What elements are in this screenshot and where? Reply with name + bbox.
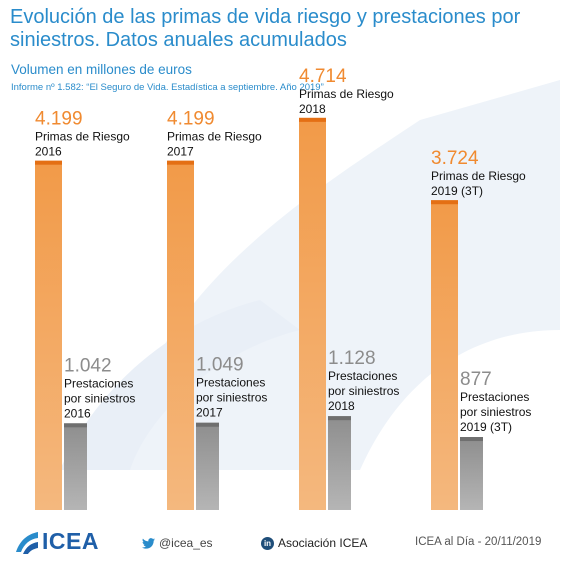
prestaciones-bar-cap (196, 422, 219, 427)
prestaciones-value-label: 1.128 (328, 348, 376, 369)
linkedin-link[interactable]: in Asociación ICEA (261, 536, 367, 550)
chart-subtitle: Volumen en millones de euros (11, 62, 192, 77)
primas-category-label: 2019 (3T) (431, 184, 483, 198)
footer: ICEA @icea_es in Asociación ICEA ICEA al… (0, 518, 567, 567)
primas-bar-cap (167, 160, 194, 165)
primas-category-label: 2016 (35, 145, 62, 159)
primas-bar (299, 117, 326, 511)
prestaciones-category-label: 2016 (64, 406, 91, 420)
publication-date: ICEA al Día - 20/11/2019 (415, 536, 542, 548)
linkedin-icon: in (261, 536, 274, 550)
prestaciones-category-label: 2018 (328, 399, 355, 413)
primas-value-label: 4.199 (167, 109, 215, 130)
primas-bar-cap (35, 160, 62, 165)
prestaciones-category-label: por siniestros (328, 384, 399, 398)
prestaciones-category-label: 2017 (196, 406, 223, 420)
prestaciones-bar-cap (64, 423, 87, 428)
prestaciones-category-label: Prestaciones (460, 390, 529, 404)
primas-bar-cap (431, 200, 458, 205)
prestaciones-bar (196, 422, 219, 510)
primas-category-label: Primas de Riesgo (299, 87, 394, 101)
prestaciones-category-label: 2019 (3T) (460, 420, 512, 434)
twitter-link[interactable]: @icea_es (142, 536, 213, 550)
twitter-handle: @icea_es (159, 536, 213, 550)
icea-logo: ICEA (14, 528, 114, 558)
primas-value-label: 4.199 (35, 109, 83, 130)
primas-bar (431, 200, 458, 510)
prestaciones-category-label: Prestaciones (196, 376, 265, 390)
prestaciones-bar-cap (328, 416, 351, 421)
prestaciones-value-label: 1.042 (64, 355, 112, 376)
prestaciones-bar (460, 437, 483, 510)
prestaciones-category-label: por siniestros (460, 405, 531, 419)
primas-bar (167, 160, 194, 510)
primas-bar-cap (299, 117, 326, 122)
prestaciones-value-label: 1.049 (196, 355, 244, 376)
primas-category-label: 2018 (299, 102, 326, 116)
primas-bar (35, 160, 62, 510)
prestaciones-bar-cap (460, 437, 483, 442)
chart-title: Evolución de las primas de vida riesgo y… (10, 6, 521, 51)
primas-value-label: 4.714 (299, 66, 347, 87)
prestaciones-category-label: por siniestros (64, 391, 135, 405)
primas-category-label: Primas de Riesgo (35, 130, 130, 144)
icea-logo-mark-icon (16, 532, 38, 554)
linkedin-label: Asociación ICEA (278, 536, 368, 550)
prestaciones-bar (64, 423, 87, 510)
primas-value-label: 3.724 (431, 148, 479, 169)
prestaciones-category-label: Prestaciones (64, 376, 133, 390)
twitter-bird-icon (142, 537, 155, 549)
primas-category-label: Primas de Riesgo (431, 169, 526, 183)
prestaciones-value-label: 877 (460, 369, 492, 390)
prestaciones-category-label: por siniestros (196, 391, 267, 405)
primas-category-label: 2017 (167, 145, 194, 159)
logo-text: ICEA (42, 528, 99, 554)
prestaciones-category-label: Prestaciones (328, 369, 397, 383)
prestaciones-bar (328, 416, 351, 510)
primas-category-label: Primas de Riesgo (167, 130, 262, 144)
source-note: Informe nº 1.582: “El Seguro de Vida. Es… (11, 82, 324, 93)
